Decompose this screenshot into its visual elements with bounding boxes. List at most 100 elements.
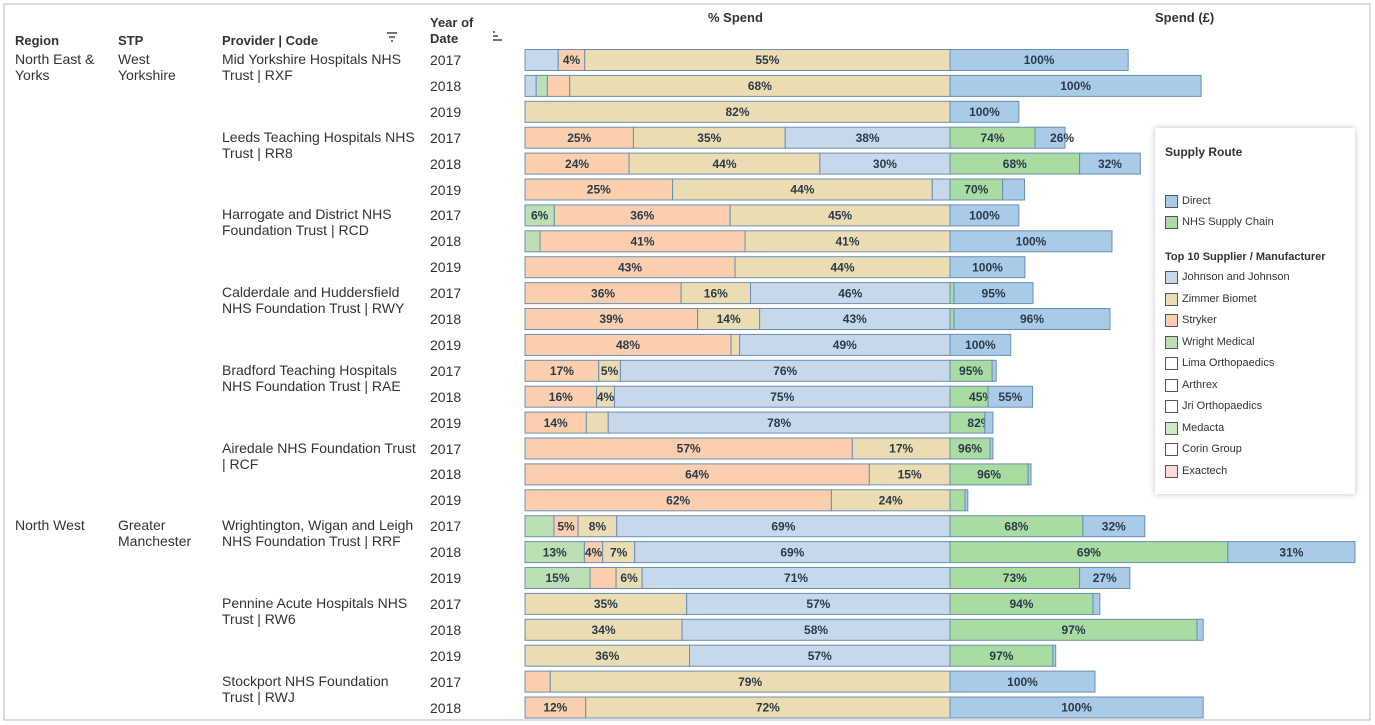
spend-label: 100%	[972, 260, 1003, 274]
year: 2018	[430, 311, 462, 327]
spend-label: 96%	[958, 442, 982, 456]
year: 2017	[430, 595, 462, 612]
spend-segment	[949, 49, 1129, 71]
pct-label: 55%	[755, 53, 779, 67]
pct-label: 6%	[620, 571, 638, 585]
spend-label: 100%	[1061, 701, 1092, 715]
year: 2017	[430, 673, 462, 690]
provider: Bradford Teaching Hospitals NHS Foundati…	[222, 361, 401, 394]
pct-label: 30%	[873, 157, 897, 171]
spend-label: 45%	[969, 390, 993, 404]
pct-label: 14%	[717, 312, 741, 326]
spend-label: 32%	[1102, 519, 1126, 533]
pct-segment	[535, 74, 548, 97]
pct-label: 5%	[557, 519, 575, 533]
year: 2019	[430, 181, 462, 198]
year: 2018	[430, 466, 462, 483]
year: 2018	[430, 233, 462, 250]
legend-item: Medacta	[1182, 421, 1225, 434]
spend-label: 68%	[1004, 519, 1028, 533]
sort-icon	[387, 31, 502, 42]
header-spend: Spend (£)	[1155, 10, 1215, 25]
legend-swatch	[1165, 421, 1178, 435]
pct-segment	[931, 178, 951, 201]
pct-label: 48%	[616, 338, 640, 352]
pct-label: 45%	[828, 209, 852, 223]
pct-segment	[524, 230, 541, 253]
year: 2017	[430, 285, 462, 302]
legend: Supply Route Top 10 Supplier / Manufactu…	[1155, 128, 1355, 494]
spend-segment	[949, 489, 966, 512]
legend-swatch	[1165, 357, 1178, 370]
spend-segment	[987, 385, 1034, 408]
region: North West	[15, 517, 85, 534]
spend-segment	[1052, 644, 1057, 667]
pct-label: 36%	[591, 286, 615, 300]
pct-segment	[524, 49, 559, 71]
header-year: Year of Date	[430, 15, 474, 46]
year: 2017	[430, 362, 462, 379]
pct-segment	[524, 74, 537, 97]
spend-segment	[949, 230, 1113, 253]
pct-label: 41%	[835, 234, 859, 248]
spend-label: 70%	[964, 183, 988, 197]
pct-label: 78%	[767, 416, 791, 430]
spend-label: 94%	[1009, 597, 1033, 611]
pct-label: 39%	[599, 312, 623, 326]
region: North East & Yorks	[15, 51, 95, 83]
provider: Airedale NHS Foundation Trust | RCF	[222, 439, 416, 472]
spend-segment	[1027, 463, 1032, 486]
spend-segment	[949, 333, 1012, 356]
spend-label: 100%	[1007, 675, 1038, 689]
spend-label: 97%	[1062, 623, 1086, 637]
pct-label: 24%	[565, 157, 589, 171]
spend-label: 100%	[965, 338, 996, 352]
pct-label: 46%	[838, 286, 862, 300]
stp: West Yorkshire	[118, 51, 176, 83]
spend-segment	[949, 670, 1096, 693]
spend-segment	[964, 489, 969, 512]
pct-label: 8%	[589, 519, 607, 533]
year: 2018	[430, 544, 462, 561]
year: 2018	[430, 699, 462, 716]
pct-label: 15%	[546, 571, 570, 585]
legend-swatch	[1165, 292, 1178, 306]
year: 2017	[430, 52, 462, 68]
spend-segment	[953, 282, 1034, 305]
legend-swatch	[1165, 464, 1178, 478]
provider: Pennine Acute Hospitals NHS Trust | RW6	[222, 594, 408, 627]
legend-item: Arthrex	[1182, 378, 1218, 391]
pct-label: 75%	[770, 390, 794, 404]
pct-label: 25%	[587, 183, 611, 197]
spend-label: 69%	[1077, 545, 1101, 559]
legend-swatch	[1165, 271, 1178, 284]
pct-label: 4%	[585, 545, 603, 559]
legend-swatch	[1165, 378, 1178, 392]
pct-label: 71%	[784, 571, 808, 585]
pct-label: 49%	[833, 338, 857, 352]
pct-label: 7%	[610, 545, 628, 559]
pct-label: 16%	[549, 390, 573, 404]
spend-label: 100%	[1060, 79, 1091, 93]
spend-segment	[1196, 618, 1204, 641]
spend-segment	[949, 696, 1204, 719]
pct-label: 16%	[704, 286, 728, 300]
pct-label: 36%	[595, 649, 619, 663]
pct-label: 15%	[898, 468, 922, 482]
spend-segment	[1092, 592, 1101, 615]
spend-segment	[1079, 152, 1141, 175]
legend-swatch	[1165, 216, 1178, 229]
spend-label: 73%	[1003, 571, 1027, 585]
legend-item: Exactech	[1182, 464, 1228, 477]
spend-segment	[949, 204, 1020, 227]
pct-label: 57%	[677, 442, 701, 456]
provider: Wrightington, Wigan and Leigh NHS Founda…	[222, 517, 414, 550]
spend-label: 31%	[1279, 545, 1303, 559]
year: 2017	[430, 207, 462, 224]
pct-label: 35%	[697, 131, 721, 145]
provider: Leeds Teaching Hospitals NHS Trust | RR8	[222, 128, 415, 161]
year: 2017	[430, 440, 462, 457]
header-provider: Provider | Code	[222, 33, 319, 48]
pct-label: 76%	[773, 364, 797, 378]
